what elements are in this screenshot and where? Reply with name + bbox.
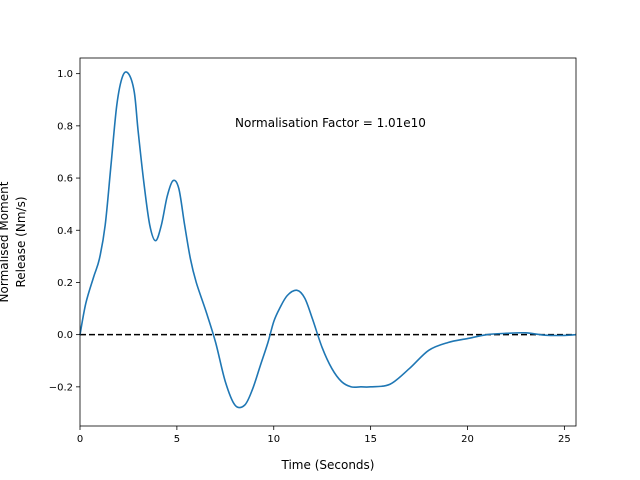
plot-area [79, 71, 577, 409]
y-tick-label: 0.8 [57, 121, 73, 132]
y-tick-label: 0.4 [57, 226, 73, 237]
x-tick-label: 25 [558, 434, 571, 445]
x-tick-label: 5 [174, 434, 180, 445]
y-axis-label-line1: Normalised Moment [0, 181, 11, 302]
axes-frame [79, 57, 577, 427]
y-tick-label: 1.0 [57, 69, 73, 80]
x-tick-label: 10 [267, 434, 280, 445]
x-tick-label: 15 [364, 434, 377, 445]
y-tick-label: 0.0 [57, 330, 73, 341]
y-tick-label: −0.2 [49, 382, 73, 393]
x-tick-label: 0 [77, 434, 83, 445]
normalisation-annotation: Normalisation Factor = 1.01e10 [235, 116, 426, 130]
x-axis-ticks: 0 5 10 15 20 25 [77, 426, 571, 445]
y-axis-label-line2: Release (Nm/s) [14, 196, 28, 287]
y-tick-label: 0.2 [57, 278, 73, 289]
moment-release-series-line [79, 71, 577, 409]
y-axis-ticks: −0.2 0.0 0.2 0.4 0.6 0.8 1.0 [49, 69, 80, 393]
y-tick-label: 0.6 [57, 174, 73, 185]
x-tick-label: 20 [461, 434, 474, 445]
x-axis-label: Time (Seconds) [281, 458, 375, 472]
